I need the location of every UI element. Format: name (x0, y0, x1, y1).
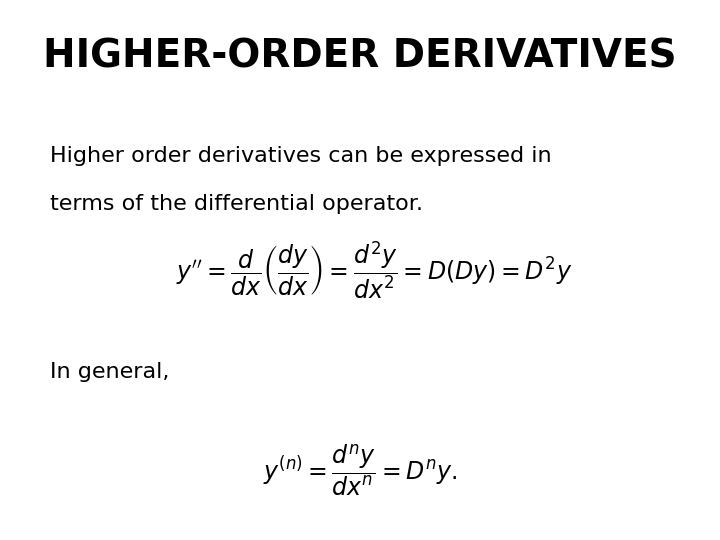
Text: In general,: In general, (50, 362, 170, 382)
Text: Higher order derivatives can be expressed in: Higher order derivatives can be expresse… (50, 146, 552, 166)
Text: terms of the differential operator.: terms of the differential operator. (50, 194, 423, 214)
Text: $y^{(n)} = \dfrac{d^n y}{dx^n} = D^n y.$: $y^{(n)} = \dfrac{d^n y}{dx^n} = D^n y.$ (263, 442, 457, 498)
Text: $y'' = \dfrac{d}{dx}\left(\dfrac{dy}{dx}\right) = \dfrac{d^2y}{dx^2} = D(Dy) = D: $y'' = \dfrac{d}{dx}\left(\dfrac{dy}{dx}… (176, 239, 572, 301)
Text: HIGHER-ORDER DERIVATIVES: HIGHER-ORDER DERIVATIVES (43, 38, 677, 76)
